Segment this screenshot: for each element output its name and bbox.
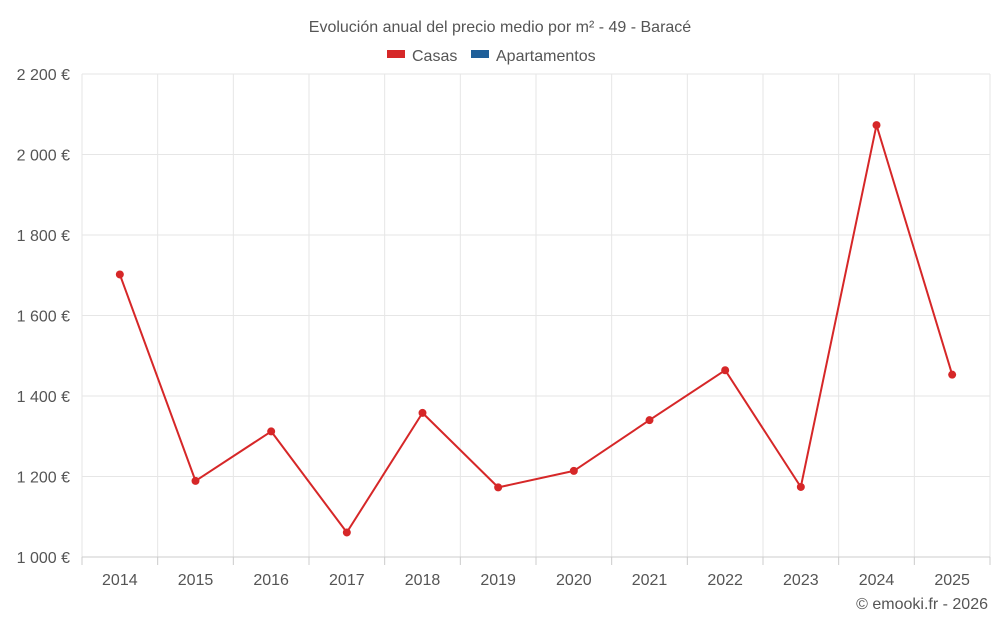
x-tick-label: 2022 [707,572,743,589]
series-line-casas [118,124,954,534]
data-point[interactable] [191,476,200,485]
credit-text: © emooki.fr - 2026 [856,596,988,613]
x-tick-label: 2017 [329,572,365,589]
x-tick-label: 2025 [934,572,970,589]
data-point[interactable] [948,370,957,379]
data-point[interactable] [569,466,578,475]
data-point[interactable] [796,482,805,491]
x-tick-label: 2018 [405,572,441,589]
legend-label-apartamentos[interactable]: Apartamentos [496,48,596,65]
x-tick-label: 2020 [556,572,592,589]
data-point[interactable] [115,270,124,279]
x-tick-label: 2023 [783,572,819,589]
x-tick-label: 2021 [632,572,668,589]
x-tick-label: 2015 [178,572,214,589]
legend[interactable]: Casas Apartamentos [387,48,596,65]
y-tick-label: 1 200 € [17,470,70,487]
legend-swatch-apartamentos [471,50,489,58]
y-tick-label: 1 400 € [17,389,70,406]
legend-swatch-casas [387,50,405,58]
data-point[interactable] [721,366,730,375]
y-tick-label: 2 200 € [17,67,70,84]
y-tick-label: 2 000 € [17,148,70,165]
x-tick-label: 2024 [859,572,895,589]
series-layer [115,121,957,537]
chart-title: Evolución anual del precio medio por m² … [309,19,692,36]
y-tick-label: 1 600 € [17,309,70,326]
data-point[interactable] [418,408,427,417]
x-tick-label: 2014 [102,572,138,589]
data-point[interactable] [645,416,654,425]
legend-label-casas[interactable]: Casas [412,48,457,65]
data-point[interactable] [342,528,351,537]
y-tick-label: 1 800 € [17,228,70,245]
y-tick-label: 1 000 € [17,550,70,567]
y-axis: 1 000 € 1 200 € 1 400 € 1 600 € 1 800 € 2 000… [17,67,70,567]
x-axis: 2014 2015 2016 2017 2018 2019 2020 2021 2022 2023… [81,556,991,589]
x-tick-label: 2016 [253,572,289,589]
data-point[interactable] [267,427,276,436]
data-point[interactable] [872,121,881,130]
grid [81,73,991,557]
data-point[interactable] [494,483,503,492]
x-tick-label: 2019 [480,572,516,589]
